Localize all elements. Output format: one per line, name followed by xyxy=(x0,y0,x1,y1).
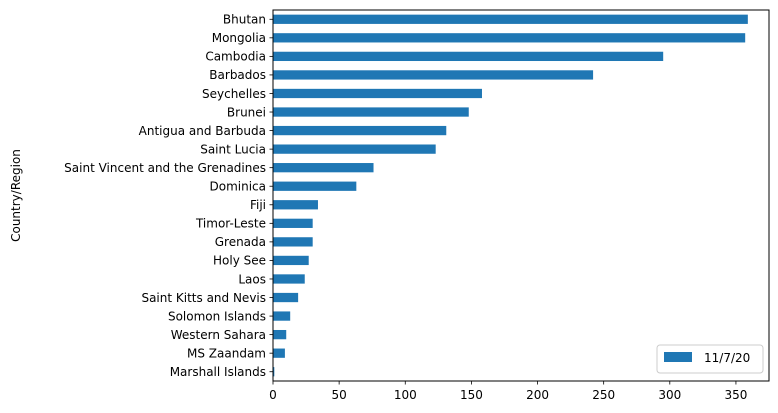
y-tick-label: Western Sahara xyxy=(171,328,266,342)
y-tick-label: Grenada xyxy=(215,235,266,249)
bar-solomon-islands xyxy=(273,311,291,321)
x-tick-label: 150 xyxy=(460,388,483,402)
bar-brunei xyxy=(273,107,469,117)
y-tick-label: Seychelles xyxy=(202,87,266,101)
x-tick-label: 100 xyxy=(394,388,417,402)
x-tick-label: 300 xyxy=(658,388,681,402)
y-tick-label: Solomon Islands xyxy=(168,309,266,323)
bar-marshall-islands xyxy=(273,367,275,377)
bar-timor-leste xyxy=(273,218,313,228)
bar-cambodia xyxy=(273,51,664,62)
y-tick-label: Dominica xyxy=(210,180,267,194)
bar-saint-lucia xyxy=(273,144,436,154)
bar-saint-kitts-and-nevis xyxy=(273,292,299,303)
y-tick-label: Bhutan xyxy=(223,13,266,27)
bars-group xyxy=(273,14,748,377)
y-tick-label: Laos xyxy=(238,272,266,286)
bar-seychelles xyxy=(273,88,482,99)
y-tick-label: Barbados xyxy=(209,68,266,82)
y-tick-label: Fiji xyxy=(250,198,266,212)
y-tick-label: Cambodia xyxy=(205,50,266,64)
bar-bhutan xyxy=(273,14,748,24)
y-tick-label: Timor-Leste xyxy=(195,217,266,231)
bar-grenada xyxy=(273,237,313,247)
legend-label: 11/7/20 xyxy=(704,351,750,365)
legend-swatch xyxy=(664,352,692,362)
y-tick-label: Antigua and Barbuda xyxy=(139,124,266,138)
y-tick-label: Saint Lucia xyxy=(200,142,266,156)
y-tick-label: Saint Kitts and Nevis xyxy=(141,291,266,305)
bar-mongolia xyxy=(273,33,746,43)
bar-fiji xyxy=(273,200,318,210)
bar-ms-zaandam xyxy=(273,348,285,358)
legend: 11/7/20 xyxy=(656,344,764,374)
y-tick-label: Mongolia xyxy=(212,31,266,45)
x-tick-label: 200 xyxy=(526,388,549,402)
bar-barbados xyxy=(273,70,594,80)
bar-western-sahara xyxy=(273,329,287,340)
bar-dominica xyxy=(273,181,357,191)
x-tick-label: 50 xyxy=(331,388,346,402)
y-tick-label: Saint Vincent and the Grenadines xyxy=(64,161,266,175)
bar-laos xyxy=(273,274,305,284)
x-tick-label: 0 xyxy=(269,388,277,402)
y-axis-label: Country/Region xyxy=(9,149,23,242)
plot-frame xyxy=(272,9,770,382)
x-axis-ticks: 0 50 100 150 200 250 300 350 xyxy=(269,381,747,402)
y-tick-label: Holy See xyxy=(213,254,266,268)
bar-antigua-and-barbuda xyxy=(273,125,447,136)
y-tick-label: Marshall Islands xyxy=(170,365,266,379)
y-tick-label: Brunei xyxy=(227,105,266,119)
bar-saint-vincent-and-the-grenadines xyxy=(273,163,374,173)
x-tick-label: 350 xyxy=(724,388,747,402)
x-tick-label: 250 xyxy=(592,388,615,402)
y-tick-label: MS Zaandam xyxy=(187,346,266,360)
y-axis-ticks: Bhutan Mongolia Cambodia Barbados Seychelles… xyxy=(64,13,273,379)
bar-holy-see xyxy=(273,255,309,266)
